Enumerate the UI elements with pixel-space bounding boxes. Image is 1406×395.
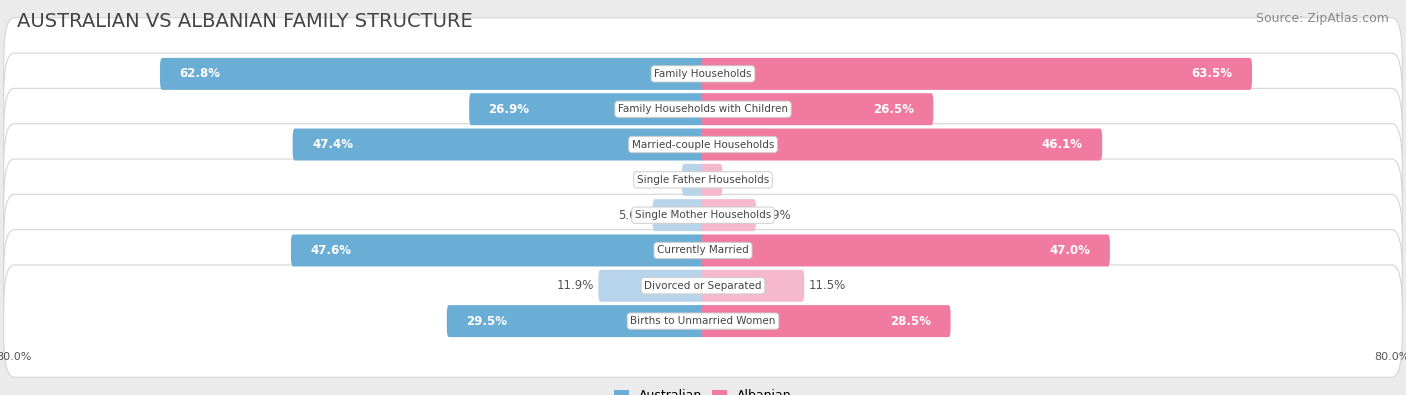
FancyBboxPatch shape <box>652 199 706 231</box>
FancyBboxPatch shape <box>700 305 950 337</box>
Text: 2.0%: 2.0% <box>727 173 756 186</box>
FancyBboxPatch shape <box>470 93 706 125</box>
FancyBboxPatch shape <box>700 235 1109 267</box>
Text: Currently Married: Currently Married <box>657 245 749 256</box>
FancyBboxPatch shape <box>4 18 1402 130</box>
Text: 5.9%: 5.9% <box>761 209 790 222</box>
Text: 26.5%: 26.5% <box>873 103 914 116</box>
FancyBboxPatch shape <box>700 128 1102 160</box>
FancyBboxPatch shape <box>700 199 756 231</box>
Text: 63.5%: 63.5% <box>1192 68 1233 81</box>
Text: 62.8%: 62.8% <box>180 68 221 81</box>
FancyBboxPatch shape <box>4 159 1402 271</box>
FancyBboxPatch shape <box>700 93 934 125</box>
FancyBboxPatch shape <box>4 88 1402 201</box>
FancyBboxPatch shape <box>700 58 1251 90</box>
Text: 47.6%: 47.6% <box>311 244 352 257</box>
FancyBboxPatch shape <box>700 164 723 196</box>
FancyBboxPatch shape <box>599 270 706 302</box>
Text: Births to Unmarried Women: Births to Unmarried Women <box>630 316 776 326</box>
Text: Family Households with Children: Family Households with Children <box>619 104 787 114</box>
FancyBboxPatch shape <box>4 124 1402 236</box>
FancyBboxPatch shape <box>160 58 706 90</box>
Text: 47.0%: 47.0% <box>1050 244 1091 257</box>
FancyBboxPatch shape <box>292 128 706 160</box>
Text: Married-couple Households: Married-couple Households <box>631 139 775 150</box>
Text: 29.5%: 29.5% <box>467 314 508 327</box>
Text: 11.5%: 11.5% <box>808 279 846 292</box>
Legend: Australian, Albanian: Australian, Albanian <box>609 384 797 395</box>
Text: 46.1%: 46.1% <box>1042 138 1083 151</box>
FancyBboxPatch shape <box>4 265 1402 377</box>
Text: Single Mother Households: Single Mother Households <box>636 210 770 220</box>
FancyBboxPatch shape <box>682 164 706 196</box>
Text: Single Father Households: Single Father Households <box>637 175 769 185</box>
FancyBboxPatch shape <box>4 229 1402 342</box>
Text: 26.9%: 26.9% <box>488 103 530 116</box>
FancyBboxPatch shape <box>4 53 1402 166</box>
Text: 11.9%: 11.9% <box>557 279 593 292</box>
Text: 5.6%: 5.6% <box>619 209 648 222</box>
Text: Family Households: Family Households <box>654 69 752 79</box>
Text: 2.2%: 2.2% <box>647 173 678 186</box>
FancyBboxPatch shape <box>4 194 1402 307</box>
Text: 47.4%: 47.4% <box>312 138 353 151</box>
Text: Source: ZipAtlas.com: Source: ZipAtlas.com <box>1256 12 1389 25</box>
Text: 28.5%: 28.5% <box>890 314 931 327</box>
Text: AUSTRALIAN VS ALBANIAN FAMILY STRUCTURE: AUSTRALIAN VS ALBANIAN FAMILY STRUCTURE <box>17 12 472 31</box>
FancyBboxPatch shape <box>447 305 706 337</box>
FancyBboxPatch shape <box>700 270 804 302</box>
Text: Divorced or Separated: Divorced or Separated <box>644 281 762 291</box>
FancyBboxPatch shape <box>291 235 706 267</box>
